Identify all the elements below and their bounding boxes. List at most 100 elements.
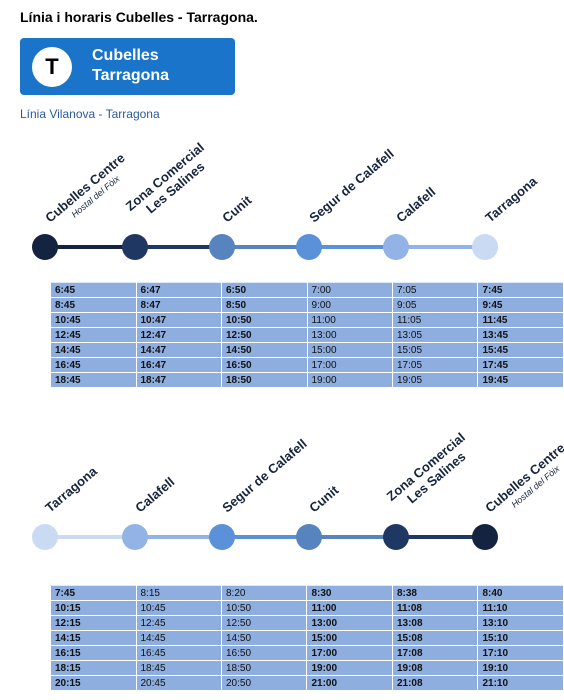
time-cell: 11:00 <box>306 312 393 328</box>
time-cell: 9:45 <box>477 297 564 313</box>
time-cell: 20:50 <box>220 675 308 691</box>
time-cell: 10:50 <box>221 312 308 328</box>
time-cell: 20:45 <box>135 675 222 691</box>
timetable-row: 14:45 14:47 14:50 15:00 15:05 15:45 <box>50 342 564 358</box>
time-cell: 10:45 <box>50 312 137 328</box>
time-cell: 7:45 <box>477 282 564 298</box>
badge-letter: T <box>32 47 72 87</box>
stop-dot <box>32 524 58 550</box>
stop-dot <box>472 524 498 550</box>
time-cell: 16:50 <box>221 357 308 373</box>
time-cell: 10:47 <box>135 312 222 328</box>
time-cell: 8:15 <box>135 585 222 601</box>
time-cell: 11:08 <box>391 600 479 616</box>
time-cell: 21:10 <box>477 675 564 691</box>
time-cell: 9:05 <box>391 297 479 313</box>
stop-label: Tarragona <box>482 173 540 225</box>
time-cell: 17:05 <box>391 357 479 373</box>
time-cell: 18:45 <box>50 372 137 388</box>
time-cell: 11:10 <box>477 600 564 616</box>
stop-dot <box>296 524 322 550</box>
time-cell: 14:47 <box>135 342 222 358</box>
time-cell: 15:08 <box>391 630 479 646</box>
stop-name: Segur de Calafell <box>219 436 309 515</box>
time-cell: 13:08 <box>391 615 479 631</box>
time-cell: 14:50 <box>221 342 308 358</box>
time-cell: 13:45 <box>477 327 564 343</box>
stop-name: Tarragona <box>482 173 540 225</box>
stop-dot <box>472 234 498 260</box>
time-cell: 19:10 <box>477 660 564 676</box>
timetable-row: 16:15 16:45 16:50 17:00 17:08 17:10 <box>50 645 564 661</box>
stop-dot <box>122 234 148 260</box>
time-cell: 14:50 <box>220 630 308 646</box>
time-cell: 6:47 <box>135 282 222 298</box>
time-cell: 18:50 <box>221 372 308 388</box>
stop-name: Segur de Calafell <box>306 146 396 225</box>
stop-dot <box>122 524 148 550</box>
time-cell: 7:00 <box>306 282 393 298</box>
timetable-row: 12:45 12:47 12:50 13:00 13:05 13:45 <box>50 327 564 343</box>
time-cell: 16:15 <box>50 645 137 661</box>
time-cell: 10:50 <box>220 600 308 616</box>
time-cell: 12:45 <box>50 327 137 343</box>
time-cell: 20:15 <box>50 675 137 691</box>
time-cell: 10:45 <box>135 600 222 616</box>
timetable: 6:45 6:47 6:50 7:00 7:05 7:45 8:45 8:47 8:50 9:00… <box>50 282 564 388</box>
time-cell: 16:45 <box>135 645 222 661</box>
time-cell: 8:47 <box>135 297 222 313</box>
timetable-row: 18:15 18:45 18:50 19:00 19:08 19:10 <box>50 660 564 676</box>
timetable-row: 8:45 8:47 8:50 9:00 9:05 9:45 <box>50 297 564 313</box>
time-cell: 21:00 <box>306 675 393 691</box>
time-cell: 19:45 <box>477 372 564 388</box>
time-cell: 11:45 <box>477 312 564 328</box>
time-cell: 13:05 <box>391 327 479 343</box>
stop-name: Cubelles Centre <box>42 150 127 225</box>
stop-name: Calafell <box>393 184 438 225</box>
line-badge: T Cubelles Tarragona <box>20 38 235 95</box>
stop-dot <box>209 524 235 550</box>
time-cell: 17:00 <box>306 357 393 373</box>
stop-dot <box>296 234 322 260</box>
time-cell: 13:00 <box>306 615 393 631</box>
time-cell: 17:45 <box>477 357 564 373</box>
time-cell: 12:50 <box>220 615 308 631</box>
time-cell: 18:50 <box>220 660 308 676</box>
time-cell: 8:30 <box>306 585 393 601</box>
time-cell: 13:00 <box>306 327 393 343</box>
timetable-row: 7:45 8:15 8:20 8:30 8:38 8:40 <box>50 585 564 601</box>
time-cell: 8:50 <box>221 297 308 313</box>
time-cell: 16:50 <box>220 645 308 661</box>
timetable-row: 6:45 6:47 6:50 7:00 7:05 7:45 <box>50 282 564 298</box>
timetable-row: 10:15 10:45 10:50 11:00 11:08 11:10 <box>50 600 564 616</box>
time-cell: 18:15 <box>50 660 137 676</box>
time-cell: 18:45 <box>135 660 222 676</box>
time-cell: 19:00 <box>306 660 393 676</box>
time-cell: 16:47 <box>135 357 222 373</box>
stop-dot <box>209 234 235 260</box>
time-cell: 10:15 <box>50 600 137 616</box>
time-cell: 18:47 <box>135 372 222 388</box>
stop-dot <box>32 234 58 260</box>
timetable-row: 14:15 14:45 14:50 15:00 15:08 15:10 <box>50 630 564 646</box>
timetable: 7:45 8:15 8:20 8:30 8:38 8:40 10:15 10:45 10:50 1… <box>50 585 564 691</box>
title: Línia i horaris Cubelles - Tarragona. <box>20 9 258 25</box>
time-cell: 9:00 <box>306 297 393 313</box>
stop-label: Segur de Calafell <box>306 146 396 225</box>
time-cell: 12:47 <box>135 327 222 343</box>
time-cell: 14:45 <box>50 342 137 358</box>
time-cell: 11:00 <box>306 600 393 616</box>
time-cell: 17:10 <box>477 645 564 661</box>
timetable-row: 18:45 18:47 18:50 19:00 19:05 19:45 <box>50 372 564 388</box>
time-cell: 19:08 <box>391 660 479 676</box>
time-cell: 15:00 <box>306 630 393 646</box>
stop-name: Cunit <box>306 482 342 515</box>
subtitle: Línia Vilanova - Tarragona <box>20 107 160 121</box>
time-cell: 17:08 <box>391 645 479 661</box>
time-cell: 19:00 <box>306 372 393 388</box>
time-cell: 15:00 <box>306 342 393 358</box>
